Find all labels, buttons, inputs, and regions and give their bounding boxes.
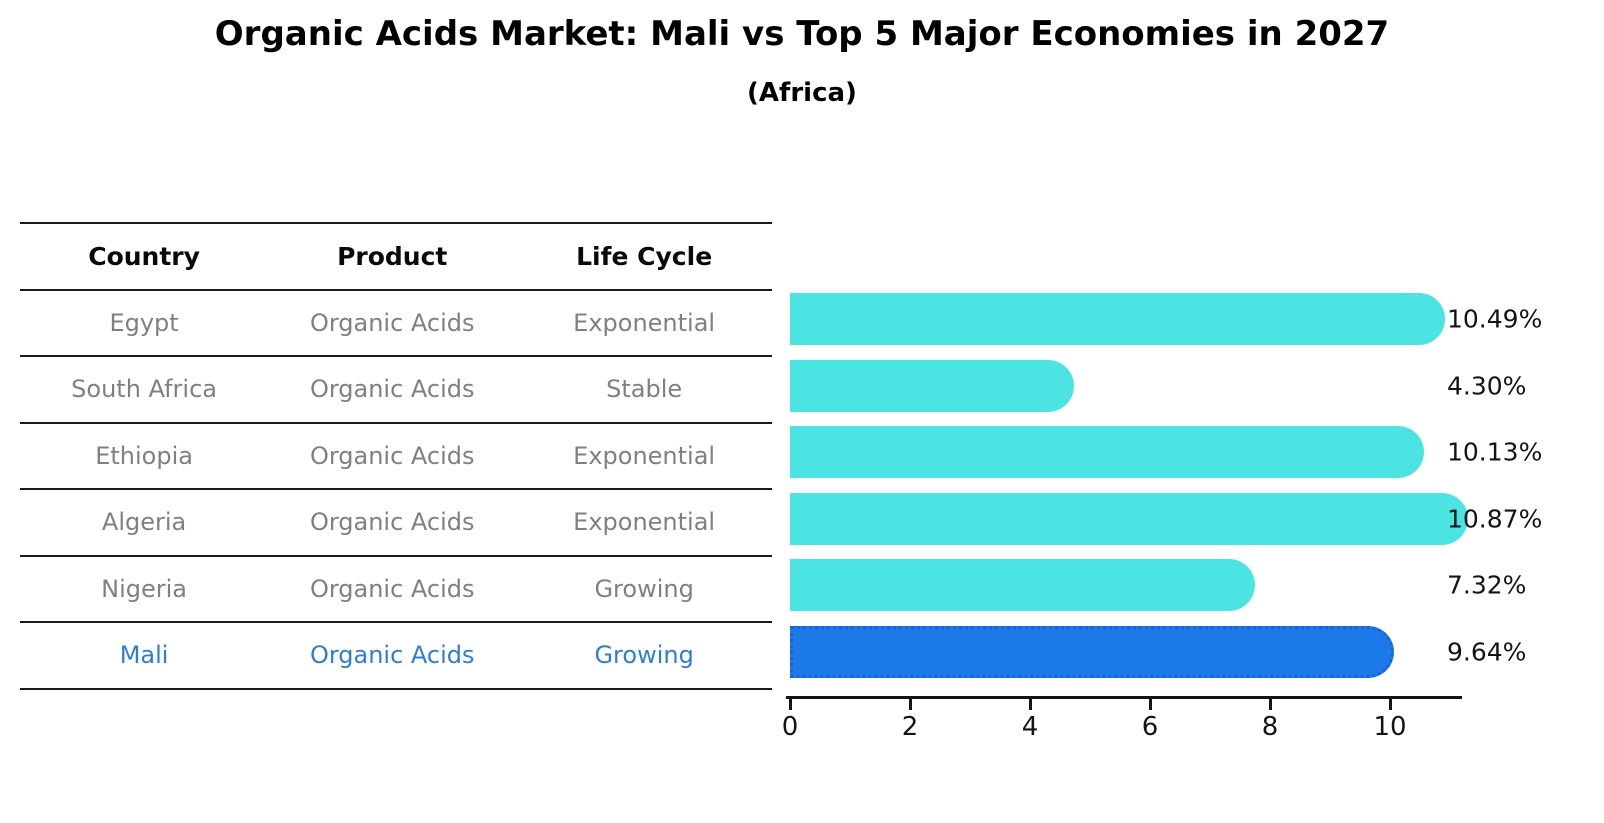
cell-country: Mali — [119, 641, 169, 670]
tick-label: 4 — [1021, 712, 1039, 742]
table-header-row: Country Product Life Cycle — [20, 224, 772, 291]
tick-label: 0 — [781, 712, 799, 742]
tick-mark — [1028, 699, 1032, 710]
value-label: 7.32% — [1447, 570, 1527, 600]
cell-product: Organic Acids — [309, 308, 475, 337]
tick-label: 2 — [901, 712, 919, 742]
column-header-life-cycle: Life Cycle — [576, 241, 713, 271]
value-label: 10.13% — [1447, 437, 1543, 467]
country-table: Country Product Life Cycle Egypt Organic… — [20, 222, 772, 690]
tick-mark — [1268, 699, 1272, 710]
value-label: 10.49% — [1447, 304, 1543, 334]
cell-product: Organic Acids — [309, 574, 475, 603]
cell-product: Organic Acids — [309, 375, 475, 404]
table-row: Ethiopia Organic Acids Exponential — [20, 424, 772, 490]
tick-mark — [1148, 699, 1152, 710]
bar-row-ethiopia: 10.13% — [782, 426, 1582, 478]
cell-life-cycle: Growing — [594, 574, 694, 603]
cell-country: Egypt — [109, 308, 179, 337]
tick-mark — [788, 699, 792, 710]
column-header-product: Product — [337, 241, 448, 271]
tick-label: 10 — [1373, 712, 1407, 742]
table-row: Algeria Organic Acids Exponential — [20, 490, 772, 557]
x-axis-line — [786, 696, 1462, 699]
table-row: Egypt Organic Acids Exponential — [20, 291, 772, 357]
tick-label: 8 — [1261, 712, 1279, 742]
cell-life-cycle: Growing — [594, 641, 694, 670]
table-row: Nigeria Organic Acids Growing — [20, 557, 772, 623]
cell-life-cycle: Exponential — [573, 441, 716, 470]
bar-row-algeria: 10.87% — [782, 492, 1582, 545]
chart-subtitle: (Africa) — [747, 78, 857, 108]
chart-title: Organic Acids Market: Mali vs Top 5 Majo… — [214, 14, 1390, 54]
column-header-country: Country — [88, 241, 200, 271]
cell-country: Algeria — [101, 508, 187, 537]
bar-south-africa — [790, 359, 1074, 412]
cell-life-cycle: Exponential — [573, 308, 716, 337]
cell-product: Organic Acids — [309, 641, 475, 670]
table-row: South Africa Organic Acids Stable — [20, 357, 772, 424]
table-row-mali: Mali Organic Acids Growing — [20, 623, 772, 690]
value-label: 9.64% — [1447, 637, 1527, 666]
cell-country: Ethiopia — [95, 441, 193, 470]
bar-row-mali: 9.64% — [782, 625, 1582, 678]
tick-mark — [1388, 699, 1392, 710]
value-label: 4.30% — [1447, 371, 1527, 400]
cell-country: South Africa — [71, 375, 217, 404]
cell-life-cycle: Stable — [606, 375, 683, 404]
bar-mali — [790, 625, 1395, 678]
bar-row-nigeria: 7.32% — [782, 559, 1582, 611]
value-label: 10.87% — [1447, 504, 1543, 533]
bar-ethiopia — [790, 426, 1424, 478]
tick-label: 6 — [1141, 712, 1159, 742]
bar-row-egypt: 10.49% — [782, 293, 1582, 345]
bar-chart: 10.49% 4.30% 10.13% 10.87% 7.32% 9.64% 0 — [782, 0, 1582, 823]
bar-egypt — [790, 293, 1446, 345]
cell-product: Organic Acids — [309, 508, 475, 537]
bar-row-south-africa: 4.30% — [782, 359, 1582, 412]
cell-product: Organic Acids — [309, 441, 475, 470]
bar-algeria — [790, 492, 1469, 545]
cell-life-cycle: Exponential — [573, 508, 716, 537]
cell-country: Nigeria — [101, 574, 188, 603]
tick-mark — [908, 699, 912, 710]
bar-nigeria — [790, 559, 1256, 611]
